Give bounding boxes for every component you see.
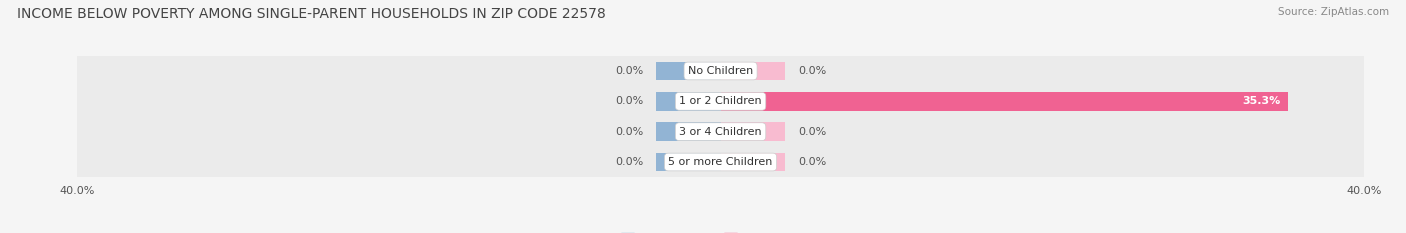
Bar (721, 92, 1288, 111)
Bar (77, 56, 1364, 86)
Text: 5 or more Children: 5 or more Children (668, 157, 773, 167)
Text: 0.0%: 0.0% (797, 127, 825, 137)
Text: 0.0%: 0.0% (616, 157, 644, 167)
Text: 3 or 4 Children: 3 or 4 Children (679, 127, 762, 137)
Text: INCOME BELOW POVERTY AMONG SINGLE-PARENT HOUSEHOLDS IN ZIP CODE 22578: INCOME BELOW POVERTY AMONG SINGLE-PARENT… (17, 7, 606, 21)
Bar (721, 153, 785, 171)
Bar (657, 122, 721, 141)
Legend: Single Father, Single Mother: Single Father, Single Mother (616, 229, 825, 233)
Bar (657, 92, 721, 111)
Bar (77, 147, 1364, 177)
Bar (657, 153, 721, 171)
Text: 0.0%: 0.0% (616, 66, 644, 76)
Bar (77, 116, 1364, 147)
Bar (77, 86, 1364, 116)
Text: 0.0%: 0.0% (797, 157, 825, 167)
Text: 35.3%: 35.3% (1241, 96, 1281, 106)
Text: 0.0%: 0.0% (797, 66, 825, 76)
Text: Source: ZipAtlas.com: Source: ZipAtlas.com (1278, 7, 1389, 17)
Text: 1 or 2 Children: 1 or 2 Children (679, 96, 762, 106)
Text: 0.0%: 0.0% (616, 96, 644, 106)
Bar (721, 62, 785, 80)
Text: No Children: No Children (688, 66, 754, 76)
Bar (657, 62, 721, 80)
Text: 0.0%: 0.0% (616, 127, 644, 137)
Bar (721, 122, 785, 141)
